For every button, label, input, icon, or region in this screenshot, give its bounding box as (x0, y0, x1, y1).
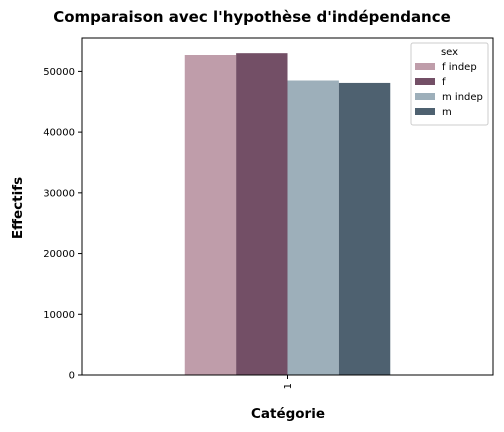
y-axis-label: Effectifs (10, 177, 26, 239)
x-tick-label: 1 (283, 383, 294, 389)
chart-title: Comparaison avec l'hypothèse d'indépenda… (53, 8, 451, 26)
legend-swatch (415, 78, 435, 85)
y-tick-label: 20000 (43, 249, 75, 260)
legend-label: m (442, 107, 452, 118)
legend-title: sex (441, 47, 458, 58)
bar-f-indep (184, 55, 237, 375)
bar-m (338, 82, 391, 376)
y-axis-ticks: 0 10000 20000 30000 40000 50000 (43, 67, 82, 382)
bars-group (184, 53, 391, 376)
y-tick-label: 0 (69, 371, 75, 382)
legend-swatch (415, 93, 435, 100)
x-axis-ticks: 1 (283, 375, 294, 389)
legend-label: m indep (442, 92, 483, 103)
legend-swatch (415, 108, 435, 115)
bar-m-indep (287, 80, 339, 375)
y-tick-label: 40000 (43, 128, 75, 139)
bar-f (236, 53, 288, 376)
y-tick-label: 50000 (43, 67, 75, 78)
legend-label: f indep (442, 62, 477, 73)
legend: sex f indep f m indep m (410, 42, 489, 126)
legend-swatch (415, 63, 435, 70)
y-tick-label: 10000 (43, 310, 75, 321)
legend-label: f (442, 77, 446, 88)
y-tick-label: 30000 (43, 188, 75, 199)
plot-frame (81, 37, 494, 376)
x-axis-label: Catégorie (251, 406, 325, 422)
